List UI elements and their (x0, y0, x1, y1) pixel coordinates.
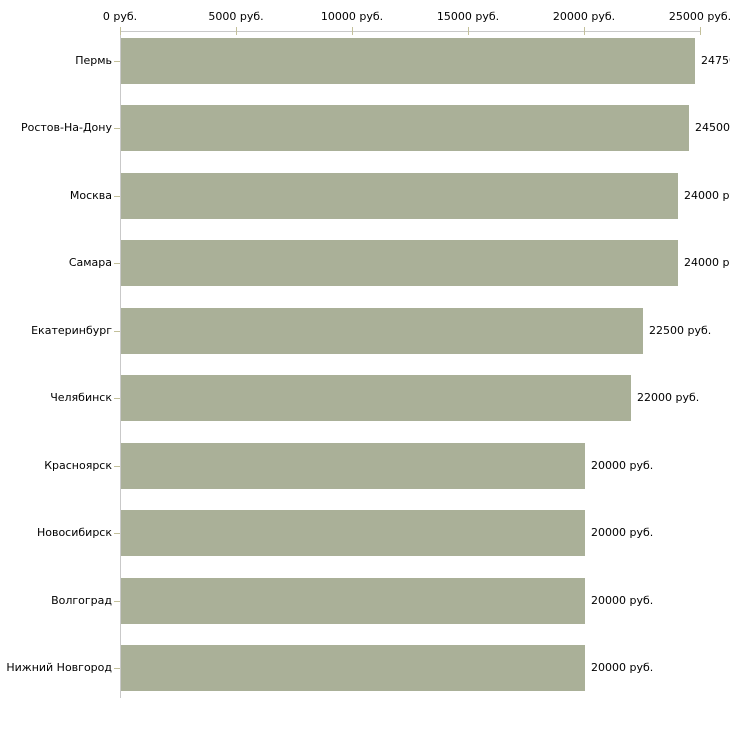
x-axis-tick-mark (352, 27, 353, 35)
category-label: Екатеринбург (31, 323, 112, 337)
bar (121, 375, 631, 421)
x-axis-tick-mark (700, 27, 701, 35)
x-axis-tick-label: 0 руб. (102, 10, 138, 23)
bar (121, 105, 689, 151)
value-label: 24500 руб. (695, 121, 730, 134)
category-label: Новосибирск (36, 526, 112, 539)
x-axis-tick-label: 20000 руб. (552, 10, 616, 23)
x-axis-line (120, 31, 701, 32)
value-label: 20000 руб. (591, 661, 654, 674)
category-label: Нижний Новгород (6, 661, 112, 674)
x-axis-tick-mark (468, 27, 469, 35)
y-axis-tick-mark (114, 465, 120, 467)
y-axis-tick-mark (114, 263, 120, 264)
category-label: Красноярск (44, 458, 112, 472)
bar (121, 37, 695, 84)
bar (121, 307, 643, 354)
bar (121, 442, 585, 489)
category-label: Самара (68, 256, 112, 269)
category-label: Пермь (75, 53, 112, 67)
x-axis-tick-mark (120, 27, 121, 35)
y-axis-tick-mark (114, 195, 120, 197)
x-axis-tick-mark (236, 27, 237, 35)
y-axis-line (120, 31, 121, 698)
bar (121, 240, 678, 286)
x-axis-tick-label: 10000 руб. (320, 10, 384, 23)
category-label: Москва (69, 188, 112, 202)
value-label: 22000 руб. (637, 391, 700, 404)
y-axis-tick-mark (114, 398, 120, 399)
y-axis-tick-mark (114, 128, 120, 129)
value-label: 24750 руб. (701, 53, 730, 67)
category-label: Ростов-На-Дону (20, 121, 112, 134)
y-axis-tick-mark (114, 600, 120, 602)
y-axis-tick-mark (114, 533, 120, 534)
x-axis-tick-mark (584, 27, 585, 35)
category-label: Волгоград (51, 593, 112, 607)
bar (121, 645, 585, 691)
bar (121, 510, 585, 556)
y-axis-tick-mark (114, 60, 120, 62)
y-axis-tick-mark (114, 330, 120, 332)
value-label: 24000 руб. (684, 256, 730, 269)
bar (121, 172, 678, 219)
x-axis-tick-label: 25000 руб. (668, 10, 730, 23)
x-axis-tick-label: 15000 руб. (436, 10, 500, 23)
value-label: 22500 руб. (649, 323, 712, 337)
value-label: 20000 руб. (591, 526, 654, 539)
value-label: 20000 руб. (591, 458, 654, 472)
value-label: 20000 руб. (591, 593, 654, 607)
y-axis-tick-mark (114, 668, 120, 669)
value-label: 24000 руб. (684, 188, 730, 202)
category-label: Челябинск (50, 391, 112, 404)
x-axis-tick-label: 5000 руб. (208, 10, 264, 23)
bar (121, 577, 585, 624)
